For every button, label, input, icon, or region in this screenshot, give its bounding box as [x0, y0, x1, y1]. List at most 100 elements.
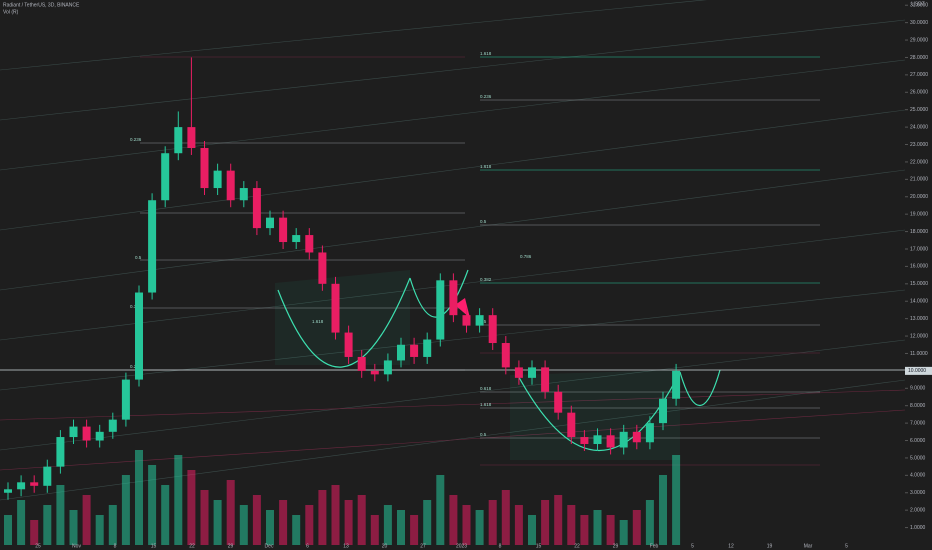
candle-body [449, 280, 458, 316]
candle-body [305, 235, 314, 253]
y-tick-label: 26.0000 [910, 90, 928, 96]
y-tick-label: 2.0000 [910, 508, 926, 514]
candle-body [619, 431, 628, 448]
x-tick-label: 25 [35, 543, 41, 549]
candle-body [554, 391, 563, 413]
volume-bar [580, 515, 589, 545]
x-tick-label: 22 [189, 543, 195, 549]
candle-body [659, 398, 667, 424]
price-tag-label: 10.0000 [908, 368, 926, 374]
volume-bar [501, 490, 510, 545]
volume-bar [344, 500, 353, 545]
volume-bar [121, 475, 130, 545]
candle-body [501, 343, 510, 368]
candle-body [213, 170, 222, 189]
candle-body [410, 344, 419, 357]
volume-bar [239, 505, 248, 545]
y-tick-label: 9.0000 [910, 386, 926, 392]
volume-bar [200, 490, 209, 545]
y-tick-label: 12.0000 [910, 333, 928, 339]
candle-body [4, 489, 12, 493]
y-tick-label: 27.0000 [910, 72, 928, 78]
title: Radiant / TetherUS, 3D, BINANCE [3, 2, 80, 8]
volume-bar [266, 510, 274, 545]
fib-label: 1.618 [480, 51, 492, 56]
volume-bar [43, 505, 52, 545]
y-tick-label: 8.0000 [910, 403, 926, 409]
x-tick-label: 5 [691, 543, 694, 549]
y-tick-label: 6.0000 [910, 438, 926, 444]
candle-body [383, 360, 392, 375]
candle-body [593, 435, 602, 445]
volume-bar [4, 515, 12, 545]
candle-body [279, 217, 288, 243]
candle-body [266, 217, 274, 229]
candle-body [108, 419, 117, 432]
x-tick-label: 2023 [456, 543, 467, 549]
volume-bar [606, 515, 615, 545]
volume-bar [475, 510, 484, 545]
volume-bar [528, 515, 536, 545]
y-tick-label: 3.0000 [910, 490, 926, 496]
candle-body [423, 339, 432, 357]
volume-bar [632, 510, 641, 545]
subtitle: Vol (R) [3, 9, 19, 15]
y-tick-label: 16.0000 [910, 264, 928, 270]
candle-body [82, 426, 91, 441]
volume-bar [17, 500, 26, 545]
y-tick-label: 28.0000 [910, 55, 928, 61]
candle-body [161, 153, 170, 201]
y-tick-label: 18.0000 [910, 229, 928, 235]
volume-bar [397, 510, 405, 545]
candle-body [318, 252, 327, 284]
fib-label: 1.618 [480, 164, 492, 169]
x-tick-label: 15 [536, 543, 542, 549]
volume-bar [541, 500, 550, 545]
x-tick-label: 15 [151, 543, 157, 549]
y-tick-label: 15.0000 [910, 281, 928, 287]
fib-label: 0.236 [130, 137, 142, 142]
candle-body [357, 356, 366, 371]
x-tick-label: 29 [228, 543, 234, 549]
fib-label: 0.236 [480, 94, 492, 99]
volume-bar [69, 510, 78, 545]
candle-body [397, 344, 405, 361]
volume-bar [514, 505, 523, 545]
x-tick-label: 27 [420, 543, 426, 549]
candle-body [475, 315, 484, 326]
y-tick-label: 14.0000 [910, 299, 928, 305]
volume-bar [488, 500, 497, 545]
volume-bar [410, 515, 419, 545]
candle-body [488, 315, 497, 344]
volume-bar [423, 500, 432, 545]
candle-body [43, 466, 52, 486]
x-tick-label: 12 [728, 543, 734, 549]
candle-body [121, 379, 130, 420]
candle-body [200, 148, 209, 189]
volume-bar [554, 495, 563, 545]
volume-bar [370, 515, 379, 545]
x-tick-label: 5 [845, 543, 848, 549]
candle-body [69, 426, 78, 438]
candle-body [292, 235, 301, 243]
candle-body [187, 127, 196, 149]
y-tick-label: 25.0000 [910, 107, 928, 113]
fib-label: 0.382 [480, 277, 492, 282]
fib-label: 0.5 [135, 255, 142, 260]
y-tick-label: 22.0000 [910, 159, 928, 165]
fib-label: 1.618 [312, 319, 324, 324]
y-tick-label: 1.0000 [910, 525, 926, 531]
candle-body [436, 280, 445, 340]
x-tick-label: 29 [613, 543, 619, 549]
volume-bar [108, 505, 117, 545]
y-tick-label: 11.0000 [910, 351, 928, 357]
candle-body [252, 188, 261, 229]
fib-label: 0.618 [480, 386, 492, 391]
candle-body [370, 370, 379, 375]
volume-bar [174, 455, 183, 545]
x-tick-label: Nov [72, 543, 81, 549]
volume-bar [56, 485, 65, 545]
volume-bar [462, 505, 471, 545]
